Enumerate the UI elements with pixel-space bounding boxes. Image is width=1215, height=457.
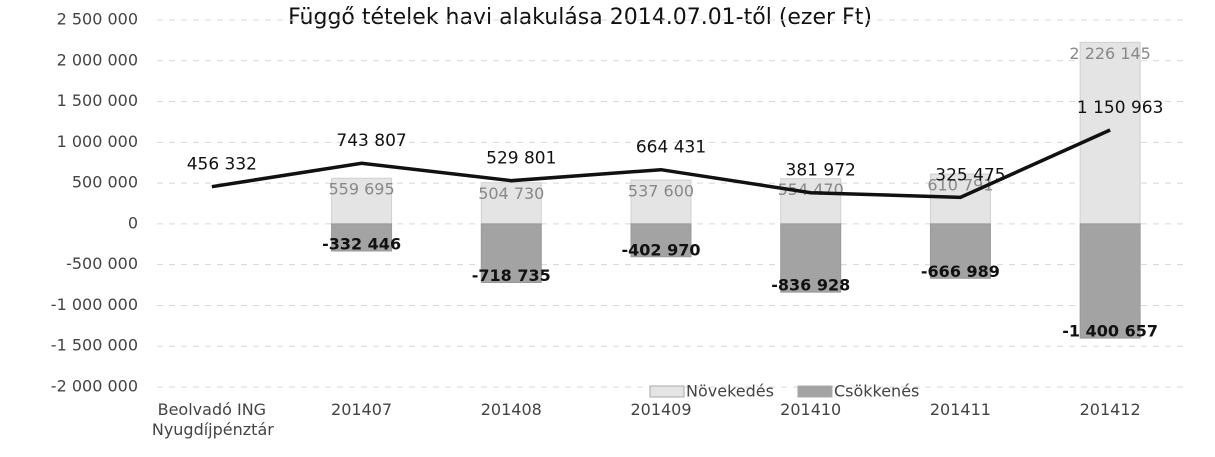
bar	[630, 179, 692, 225]
data-label: 2 226 145	[1069, 44, 1150, 63]
data-label: 325 475	[935, 165, 1005, 185]
chart-title: Függő tételek havi alakulása 2014.07.01-…	[288, 5, 872, 30]
y-tick-label: 0	[128, 213, 138, 232]
y-tick-label: 1 000 000	[57, 132, 138, 151]
data-label: 381 972	[786, 161, 856, 181]
legend-label: Csökkenés	[834, 382, 919, 401]
data-label: 456 332	[187, 155, 257, 175]
y-tick-label: -500 000	[66, 254, 138, 273]
data-label: 504 730	[478, 184, 544, 203]
y-tick-label: 2 000 000	[57, 50, 138, 69]
data-label: -666 989	[921, 262, 1000, 281]
y-tick-label: -1 000 000	[51, 295, 138, 314]
data-label: -718 735	[472, 266, 551, 285]
bar	[780, 223, 842, 293]
bar	[1079, 41, 1141, 225]
x-tick-label: 201410	[780, 400, 842, 419]
x-tick-label: 201407	[331, 400, 393, 419]
x-tick-label: Beolvadó ING Nyugdíjpénztár	[151, 400, 274, 439]
bar	[480, 223, 542, 284]
bar	[331, 223, 393, 252]
legend-swatch	[797, 385, 833, 398]
data-label: 743 807	[336, 131, 406, 151]
x-tick-label: 201412	[1079, 400, 1141, 419]
data-label: 559 695	[328, 180, 394, 199]
bar	[1079, 223, 1141, 339]
y-tick-label: 2 500 000	[57, 10, 138, 29]
line	[211, 128, 1111, 200]
x-tick-label: 201409	[630, 400, 692, 419]
data-label: 529 801	[486, 149, 556, 169]
data-label: 664 431	[636, 138, 706, 158]
bar	[929, 223, 991, 279]
data-label: 537 600	[628, 182, 694, 201]
data-label: -332 446	[322, 235, 401, 254]
x-tick-label: 201411	[929, 400, 991, 419]
bar	[480, 182, 542, 225]
legend-swatch	[649, 385, 685, 398]
bar	[331, 177, 393, 225]
y-tick-label: -1 500 000	[51, 336, 138, 355]
data-label: -402 970	[621, 240, 700, 259]
bar	[630, 223, 692, 258]
y-tick-label: 500 000	[72, 173, 138, 192]
data-label: -836 928	[771, 276, 850, 295]
data-label: -1 400 657	[1062, 322, 1158, 341]
legend-label: Növekedés	[686, 382, 774, 401]
data-label: 1 150 963	[1077, 98, 1164, 118]
x-tick-label: 201408	[480, 400, 542, 419]
y-tick-label: -2 000 000	[51, 377, 138, 396]
y-tick-label: 1 500 000	[57, 91, 138, 110]
bar	[780, 178, 842, 225]
